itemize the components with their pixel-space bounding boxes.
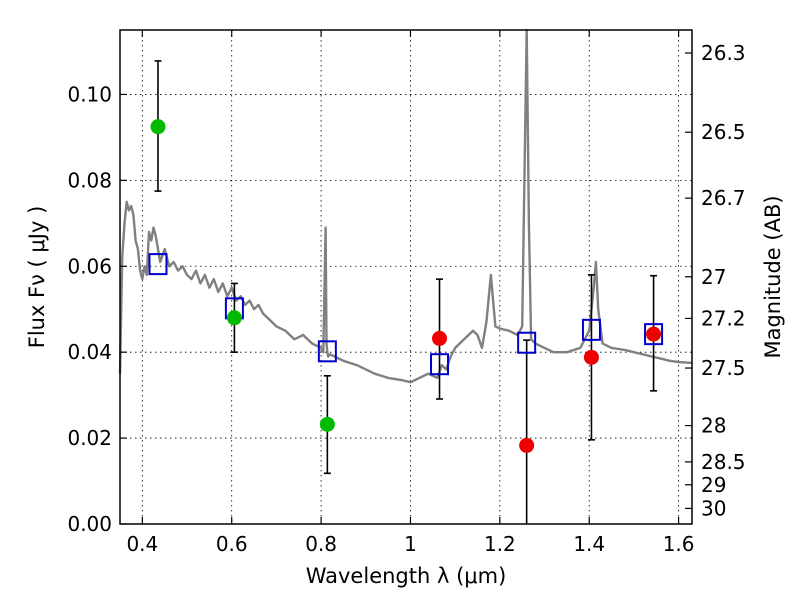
mag-tick-label: 26.5 bbox=[701, 120, 746, 144]
model-square-marker bbox=[581, 318, 601, 341]
y-axis-label: Flux Fν ( μJy ) bbox=[25, 206, 49, 349]
x-tick-label: 0.6 bbox=[216, 532, 248, 556]
tick-layer bbox=[120, 30, 692, 525]
sed-line bbox=[118, 28, 693, 384]
model-square-marker bbox=[517, 331, 537, 354]
model-square-marker bbox=[317, 340, 337, 363]
mag-tick-label: 26.3 bbox=[701, 41, 746, 65]
red-data-point bbox=[519, 437, 535, 453]
mag-tick-label: 29 bbox=[701, 473, 726, 497]
mag-tick-label: 26.7 bbox=[701, 186, 746, 210]
red-data-point bbox=[583, 349, 599, 365]
x-tick-label: 0.8 bbox=[305, 532, 337, 556]
x-tick-label: 1 bbox=[404, 532, 417, 556]
model-square-marker bbox=[148, 253, 168, 276]
mag-tick-label: 30 bbox=[701, 496, 726, 520]
marker-layer bbox=[148, 119, 664, 453]
y-axis-right-label: Magnitude (AB) bbox=[761, 195, 785, 358]
green-data-point bbox=[150, 119, 166, 135]
y-tick-label: 0.04 bbox=[67, 340, 112, 364]
green-data-point bbox=[319, 416, 335, 432]
mag-tick-label: 27.2 bbox=[701, 306, 746, 330]
green-data-point bbox=[226, 310, 242, 326]
y-tick-label: 0.06 bbox=[67, 254, 112, 278]
red-data-point bbox=[432, 330, 448, 346]
tick-label-layer: 0.4 0.6 0.8 1 1.2 1.4 1.6 0.00 0.02 0.04 0.06 0.08 0… bbox=[67, 41, 745, 556]
x-axis-label: Wavelength λ (μm) bbox=[306, 564, 507, 588]
mag-tick-label: 28 bbox=[701, 414, 726, 438]
x-tick-label: 1.6 bbox=[663, 532, 695, 556]
y-tick-label: 0.02 bbox=[67, 426, 112, 450]
y-tick-label: 0.08 bbox=[67, 168, 112, 192]
y-tick-label: 0.00 bbox=[67, 512, 112, 536]
y-tick-label: 0.10 bbox=[67, 82, 112, 106]
mag-tick-label: 27 bbox=[701, 265, 726, 289]
red-data-point bbox=[646, 326, 662, 342]
model-square-marker bbox=[644, 323, 664, 346]
model-square-marker bbox=[430, 353, 450, 376]
mag-tick-label: 28.5 bbox=[701, 450, 746, 474]
x-tick-label: 0.4 bbox=[126, 532, 158, 556]
sed-layer bbox=[118, 28, 693, 384]
x-tick-label: 1.2 bbox=[484, 532, 516, 556]
mag-tick-label: 27.5 bbox=[701, 356, 746, 380]
x-tick-label: 1.4 bbox=[573, 532, 605, 556]
